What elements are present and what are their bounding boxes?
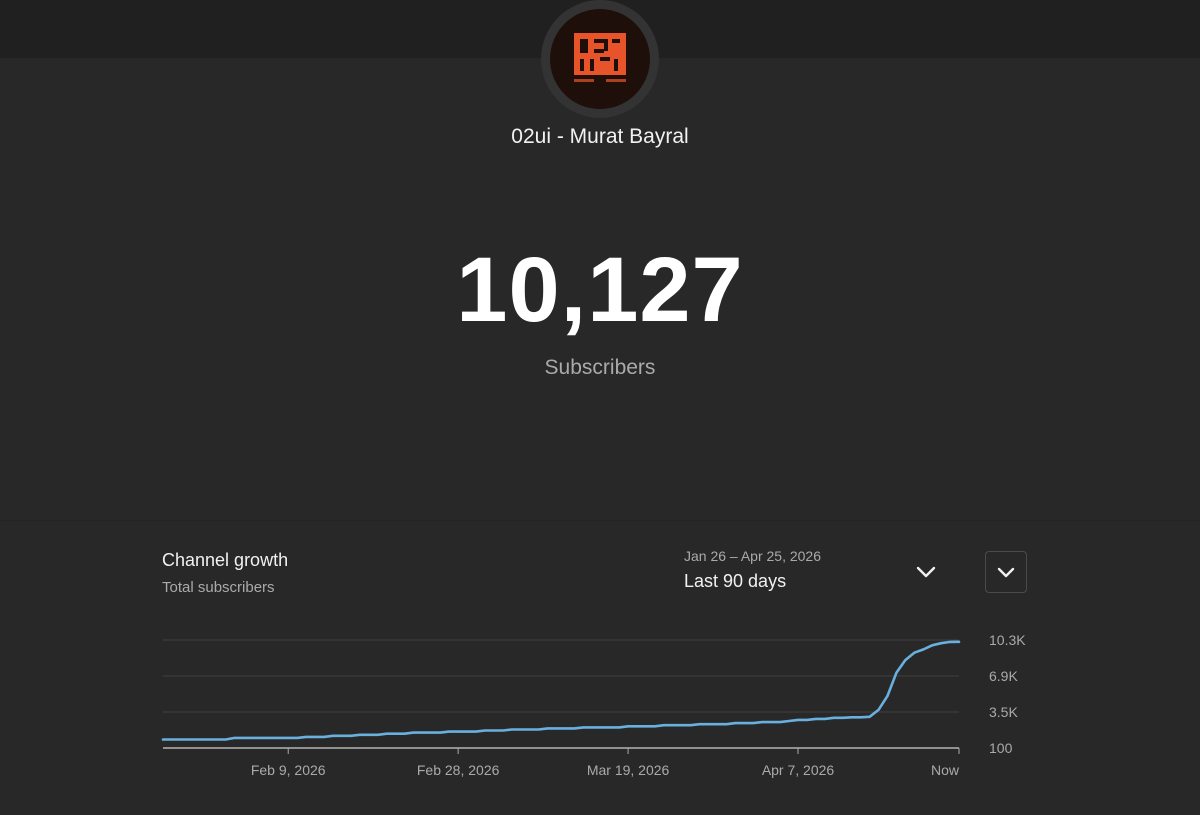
section-divider: [0, 520, 1200, 521]
subscriber-series-line[interactable]: [161, 640, 961, 741]
x-tick-label: Now: [931, 762, 960, 778]
channel-logo: [550, 9, 650, 109]
x-tick-label: Feb 28, 2026: [417, 762, 500, 778]
growth-chart: 100 3.5K 6.9K 10.3K Feb 9, 2026 Feb 28, 2026 M…: [161, 632, 1026, 778]
growth-subtitle: Total subscribers: [162, 579, 275, 596]
y-tick-label: 3.5K: [989, 704, 1018, 720]
y-tick-label: 6.9K: [989, 668, 1018, 684]
range-dropdown-button[interactable]: [912, 560, 940, 584]
growth-title: Channel growth: [162, 550, 289, 570]
x-tick-label: Mar 19, 2026: [587, 762, 670, 778]
y-tick-label: 10.3K: [989, 632, 1026, 648]
subscriber-label: Subscribers: [544, 356, 656, 379]
period-label[interactable]: Last 90 days: [684, 571, 787, 591]
x-tick-label: Apr 7, 2026: [762, 762, 835, 778]
date-range[interactable]: Jan 26 – Apr 25, 2026: [684, 548, 821, 564]
avatar[interactable]: [541, 0, 659, 118]
expand-button[interactable]: [985, 551, 1027, 593]
x-tick-label: Feb 9, 2026: [251, 762, 326, 778]
channel-name[interactable]: 02ui - Murat Bayral: [511, 125, 689, 148]
chevron-down-icon: [916, 566, 936, 578]
y-tick-label: 100: [989, 740, 1013, 756]
chevron-down-icon: [997, 567, 1015, 578]
channel-logo-icon: [574, 33, 626, 82]
subscriber-count: 10,127: [456, 239, 744, 341]
